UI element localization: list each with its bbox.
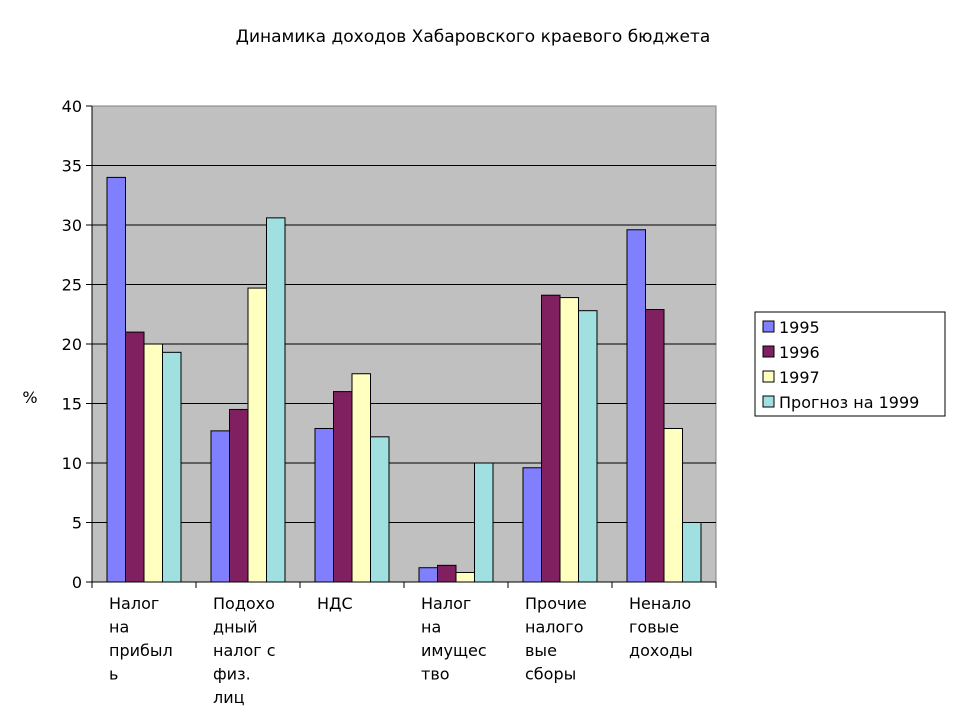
x-category-label: Ненало [629,594,691,613]
bar-1997-2 [351,373,371,583]
x-category-label: лиц [213,688,245,707]
x-category-label: на [109,618,129,637]
x-category-label: физ. [213,665,251,684]
bar-прогноз-на-1999-4 [578,310,598,583]
legend-swatch [762,395,775,408]
y-tick-label: 35 [62,157,82,176]
x-category-label: имущес [421,641,487,660]
y-tick-label: 0 [72,573,82,592]
bar-1997-1 [247,287,267,583]
legend-box [754,311,946,417]
bar-прогноз-на-1999-0 [162,351,182,583]
legend-label: 1995 [779,318,820,337]
legend-label: Прогноз на 1999 [779,393,919,412]
x-category-label: на [421,618,441,637]
bar-1995-2 [314,427,334,583]
y-tick-label: 5 [72,514,82,533]
bar-1996-0 [125,331,145,583]
x-category-label: тво [421,665,450,684]
x-category-label: Налог [421,594,471,613]
y-axis-label: % [22,388,37,407]
x-category-label: Подохо [213,594,275,613]
legend-swatch [762,320,775,333]
x-category-label: сборы [525,665,576,684]
x-category-label: Налог [109,594,159,613]
axes [86,105,717,588]
x-category-label: НДС [317,594,353,613]
x-category-label: доходы [629,641,693,660]
bar-1996-5 [645,308,665,583]
y-tick-labels: 0 5 10 15 20 25 30 35 40 [62,97,82,592]
x-category-label: говые [629,618,679,637]
x-category-label: дный [213,618,258,637]
legend: 1995 1996 1997 Прогноз на 1999 [754,311,946,417]
y-tick-label: 25 [62,276,82,295]
bar-1997-0 [143,343,163,583]
bar-прогноз-на-1999-1 [266,217,286,583]
bar-1996-1 [229,408,249,583]
legend-label: 1997 [779,368,820,387]
bar-прогноз-на-1999-5 [682,522,702,583]
bar-прогноз-на-1999-2 [370,436,390,583]
bar-1996-3 [437,564,457,583]
bar-1997-5 [663,427,683,583]
y-tick-label: 10 [62,454,82,473]
bar-1997-3 [455,571,475,583]
x-category-label: вые [525,641,557,660]
legend-swatch [762,345,775,358]
bar-прогноз-на-1999-3 [474,462,494,583]
x-category-label: налог с [213,641,276,660]
gridlines [92,165,716,523]
x-category-label: Прочие [525,594,587,613]
legend-swatch [762,370,775,383]
bar-1997-4 [559,297,579,583]
x-category-labels: Налог на прибыл ь Подохо дный налог с физ. лиц НД… [109,594,693,707]
bar-1996-4 [541,294,561,583]
x-category-label: ь [109,665,118,684]
x-category-label: прибыл [109,641,173,660]
bar-1995-3 [418,567,438,583]
y-tick-label: 30 [62,216,82,235]
bar-1995-1 [210,430,230,583]
y-tick-label: 40 [62,97,82,116]
bars-group [106,176,702,583]
chart-title: Динамика доходов Хабаровского краевого б… [236,27,711,47]
bar-1995-4 [522,467,542,583]
bar-1996-2 [333,391,353,583]
y-tick-label: 20 [62,335,82,354]
bar-1995-5 [626,229,646,583]
bar-1995-0 [106,176,126,583]
legend-label: 1996 [779,343,820,362]
x-category-label: налого [525,618,583,637]
y-tick-label: 15 [62,395,82,414]
